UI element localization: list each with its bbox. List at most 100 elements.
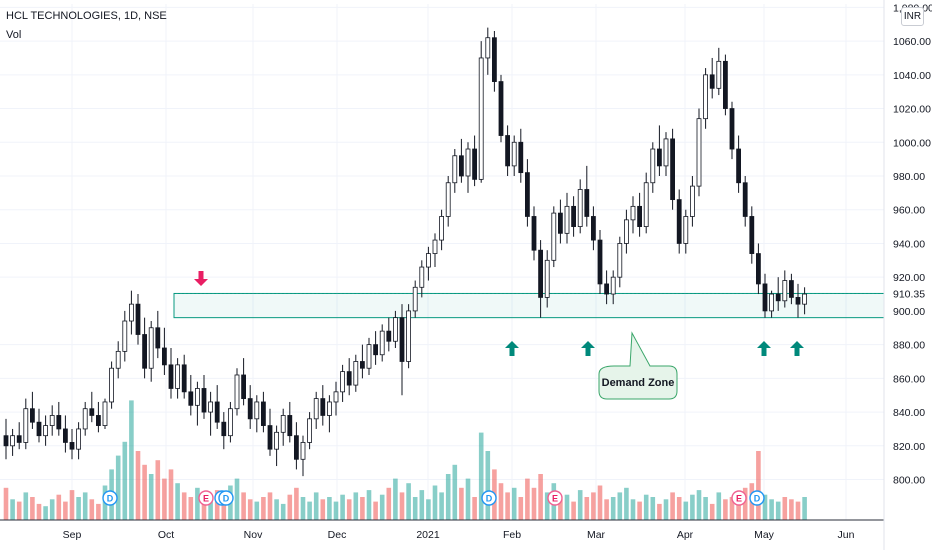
volume-bar <box>782 497 788 520</box>
candle-body <box>584 189 590 217</box>
volume-bar <box>709 503 715 520</box>
currency-button[interactable]: INR <box>901 7 924 26</box>
event-marker: D <box>481 490 497 506</box>
volume-bars <box>3 400 807 520</box>
candle-body <box>155 327 161 349</box>
candle-body <box>340 371 346 393</box>
symbol-title: HCL TECHNOLOGIES, 1D, NSE <box>6 10 167 22</box>
volume-bar <box>624 487 629 520</box>
candle-body <box>756 253 761 285</box>
volume-bar <box>637 501 642 520</box>
event-markers: DDEDDEED <box>102 490 765 506</box>
volume-bar <box>379 494 385 520</box>
event-marker: E <box>198 490 214 506</box>
volume-bar <box>736 492 741 520</box>
price-label: 910.35 <box>893 288 925 300</box>
candle-body <box>670 138 675 201</box>
candle-body <box>241 374 247 399</box>
volume-bar <box>617 492 623 520</box>
candle-body <box>789 280 794 298</box>
volume-bar <box>274 499 279 520</box>
event-circle <box>749 490 765 506</box>
y-tick-label: 880.00 <box>893 340 925 352</box>
volume-bar <box>155 460 161 520</box>
candle-body <box>260 401 266 426</box>
volume-bar <box>23 492 29 520</box>
event-circle <box>481 490 497 506</box>
candle-body <box>617 243 623 278</box>
candle-body <box>287 415 293 437</box>
volume-bar <box>399 492 405 520</box>
volume-bar <box>386 487 392 520</box>
candle-body <box>181 364 187 393</box>
volume-bar <box>643 494 649 520</box>
candle-body <box>148 327 154 369</box>
candle-body <box>769 293 774 312</box>
candle-body <box>762 283 768 312</box>
candle-body <box>723 60 728 109</box>
volume-bar <box>604 499 609 520</box>
candle-body <box>29 408 35 423</box>
price-label: 900.00 <box>893 306 925 318</box>
volume-bar <box>756 451 761 520</box>
x-tick-label: May <box>754 529 775 541</box>
volume-bar <box>201 499 207 520</box>
volume-bar <box>683 501 689 520</box>
down-arrow-shape <box>194 271 208 286</box>
volume-bar <box>76 497 81 520</box>
candle-body <box>274 431 280 450</box>
candle-body <box>458 155 464 177</box>
event-circle <box>731 490 747 506</box>
event-label: E <box>736 494 742 504</box>
event-label: D <box>754 494 761 504</box>
event-label: E <box>552 494 558 504</box>
up-arrow-icon <box>790 341 804 356</box>
candle-body <box>683 216 689 244</box>
x-tick-label: Mar <box>587 529 606 541</box>
event-circle <box>198 490 214 506</box>
candle-body <box>49 415 55 426</box>
candle-body <box>597 239 603 285</box>
candle-body <box>63 428 68 443</box>
volume-bar <box>452 464 458 520</box>
volume-bar <box>56 494 62 520</box>
candle-body <box>538 249 543 298</box>
candle-body <box>742 182 748 217</box>
candle-body <box>43 425 48 437</box>
volume-bar <box>208 494 213 520</box>
volume-bar <box>129 400 134 520</box>
y-tick-label: 920.00 <box>893 272 925 284</box>
volume-bar <box>373 501 378 520</box>
up-arrow-icon <box>505 341 519 356</box>
candle-body <box>795 297 801 305</box>
candle-body <box>221 421 227 437</box>
event-marker: E <box>731 490 747 506</box>
volume-bar <box>670 492 675 520</box>
volume-bar <box>716 492 722 520</box>
volume-bar <box>459 487 464 520</box>
x-tick-label: Jun <box>838 529 855 541</box>
candle-body <box>518 141 524 174</box>
candle-body <box>267 425 273 450</box>
candle-body <box>175 364 181 389</box>
y-tick-label: 940.00 <box>893 238 925 250</box>
volume-bar <box>544 492 550 520</box>
candle-body <box>465 148 471 177</box>
candle-body <box>525 172 530 217</box>
candle-body <box>696 118 702 187</box>
y-tick-label: 820.00 <box>893 441 925 453</box>
volume-bar <box>234 478 240 520</box>
volume-bar <box>3 487 9 520</box>
volume-bar <box>775 501 781 520</box>
candle-body <box>736 148 741 184</box>
volume-bar <box>577 490 583 520</box>
volume-bar <box>789 499 794 520</box>
candle-body <box>188 391 194 406</box>
candle-body <box>109 367 114 403</box>
candle-body <box>313 398 319 420</box>
volume-bar <box>518 497 524 520</box>
candle-body <box>320 398 326 416</box>
volume-bar <box>445 474 451 520</box>
candle-body <box>96 415 101 426</box>
